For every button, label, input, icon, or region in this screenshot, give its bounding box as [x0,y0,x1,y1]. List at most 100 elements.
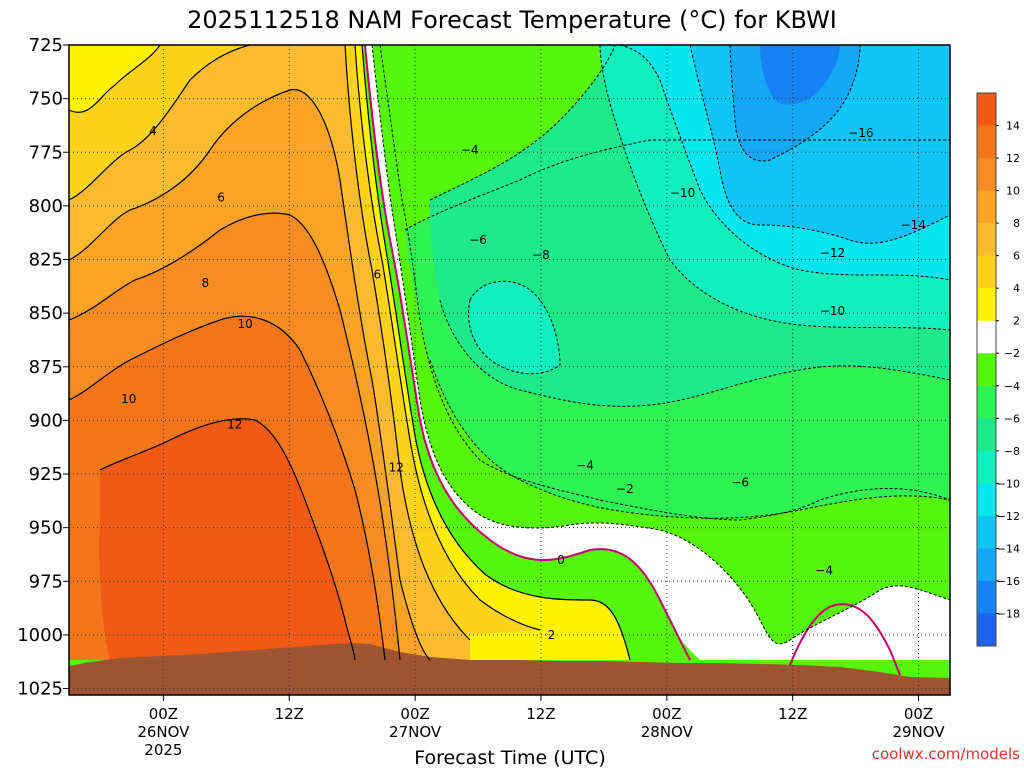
y-tick-label: 750 [29,89,63,110]
colorbar-label: 14 [1006,120,1020,133]
x-tick-label: 00Z [652,705,681,723]
colorbar-label: 10 [1006,185,1020,198]
colorbar-label: 4 [1013,282,1020,295]
y-axis: 725 750 775 800 825 850 875 900 925 950 975 1000 102… [17,35,69,700]
x-tick-label: 12Z [275,705,304,723]
colorbar-swatch [977,125,996,159]
contour-12 [69,315,386,661]
x-axis-label: Forecast Time (UTC) [414,747,605,768]
contour-label: −4 [461,143,479,157]
contour-label: −10 [670,186,695,200]
y-tick-label: 925 [29,464,63,485]
y-tick-label: 1000 [17,625,63,646]
colorbar-label: −2 [1004,347,1020,360]
contour-lines [69,45,950,676]
region-minus18 [760,45,840,105]
contour-label: 10 [238,317,253,331]
contour-2 [361,45,631,661]
y-tick-label: 850 [29,303,63,324]
y-tick-label: 1025 [17,679,63,700]
colorbar-swatch [977,190,996,224]
zero-degree-contour-b [789,603,901,676]
x-tick-label: 00Z [149,705,178,723]
contour-label: −4 [576,458,594,472]
x-tick-label: 27NOV [389,723,442,741]
region-warm-nose [365,45,950,660]
contour-minus8b [439,299,950,407]
colorbar-label: −4 [1004,380,1020,393]
contour-minus6 [404,139,950,231]
contour-labels: 4 6 8 10 10 12 6 12 −4 −6 −8 −10 −16 −14 −12 −10 −4 −2 −6 0… [121,124,926,642]
contour-minus12 [619,45,950,281]
colorbar-swatch [977,255,996,289]
y-tick-label: 825 [29,250,63,271]
contour-label: 12 [227,418,242,432]
y-tick-label: 875 [29,357,63,378]
contour-label: 2 [548,628,556,642]
contour-minus10b [599,45,950,331]
zero-degree-contour [364,45,691,661]
colorbar-swatch [977,158,996,192]
colorbar-label: 2 [1013,315,1020,328]
colorbar-swatch [977,483,996,517]
filled-regions [69,45,950,695]
plot-border [68,44,951,696]
colorbar-label: −14 [997,542,1020,555]
contour-label: 12 [389,461,404,475]
colorbar-swatch [977,515,996,549]
y-tick-label: 950 [29,518,63,539]
contour-label: −16 [848,126,873,140]
contour-label: 0 [557,553,565,567]
colorbar-label: −8 [1004,445,1020,458]
colorbar-label: 12 [1006,152,1020,165]
colorbar-swatch [977,320,996,354]
colorbar-swatch [977,93,996,127]
contour-label: −12 [820,246,845,260]
contour-6b [344,45,471,641]
contour-minus16 [729,45,861,162]
contour-minus8 [429,45,616,201]
credit-text: coolwx.com/models [872,745,1020,763]
x-tick-label: 00Z [400,705,429,723]
colorbar-label: −10 [997,477,1020,490]
colorbar-label: −12 [997,510,1020,523]
x-tick-label: 26NOV [137,723,190,741]
x-tick-label: 2025 [144,741,182,759]
contour-label: −8 [532,248,550,262]
y-tick-label: 975 [29,571,63,592]
contour-label: −14 [901,218,926,232]
x-tick-label: 28NOV [641,723,694,741]
x-tick-label: 12Z [778,705,807,723]
contour-label: 4 [149,124,157,138]
colorbar-swatch [977,418,996,452]
colorbar-swatch [977,288,996,322]
contour-4 [69,45,161,113]
colorbar-label: 6 [1013,250,1020,263]
colorbar-swatch [977,548,996,582]
contour-label: 6 [217,190,225,204]
chart-title: 2025112518 NAM Forecast Temperature (°C)… [187,6,837,34]
contour-label: −4 [815,564,833,578]
colorbar-swatch [977,353,996,387]
contour-8 [69,88,431,661]
contour-minus14 [689,45,950,244]
contour-label: 6 [374,268,382,282]
colorbar: 14 12 10 8 6 4 2 −2 −4 −6 −8 −10 −12 −14 −16 −18 [976,92,1020,647]
y-tick-label: 775 [29,142,63,163]
x-tick-label: 12Z [526,705,555,723]
y-tick-label: 900 [29,410,63,431]
contour-minus10 [468,280,561,375]
region-minus10 [468,281,560,374]
colorbar-label: −18 [997,607,1020,620]
y-tick-label: 800 [29,196,63,217]
contour-minus2 [371,45,950,645]
contour-6 [69,45,251,201]
x-tick-label: 29NOV [892,723,945,741]
colorbar-border [976,92,997,647]
contour-10 [69,212,401,661]
colorbar-label: 8 [1013,217,1020,230]
contour-label: −6 [731,476,749,490]
contour-14 [99,418,356,661]
